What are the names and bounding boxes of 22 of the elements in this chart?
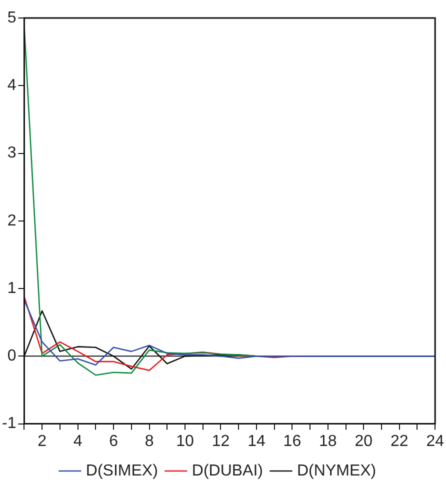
y-tick-label: 3	[7, 144, 16, 162]
x-tick-label: 8	[144, 432, 154, 450]
x-tick-label: 20	[354, 432, 373, 450]
y-tick-label: -1	[2, 415, 16, 432]
x-tick-label: 2	[38, 432, 47, 450]
x-tick-label: 16	[283, 432, 302, 450]
x-tick-label: 22	[390, 432, 408, 450]
legend-label: D(DUBAI)	[192, 462, 263, 480]
x-tick-label: 10	[176, 432, 194, 450]
x-tick-label: 6	[109, 432, 118, 450]
y-tick-label: 2	[7, 212, 16, 230]
x-tick-label: 12	[212, 432, 230, 450]
y-tick-label: 4	[7, 77, 16, 94]
x-tick-label: 24	[426, 432, 444, 450]
x-tick-label: 4	[73, 432, 82, 450]
x-tick-label: 14	[248, 432, 266, 450]
y-tick-label: 5	[7, 9, 16, 26]
x-tick-label: 18	[319, 432, 337, 450]
y-tick-label: 1	[7, 280, 16, 297]
y-tick-label: 0	[7, 348, 16, 365]
legend-label: D(SIMEX)	[86, 462, 158, 480]
legend-label: D(NYMEX)	[297, 462, 376, 480]
